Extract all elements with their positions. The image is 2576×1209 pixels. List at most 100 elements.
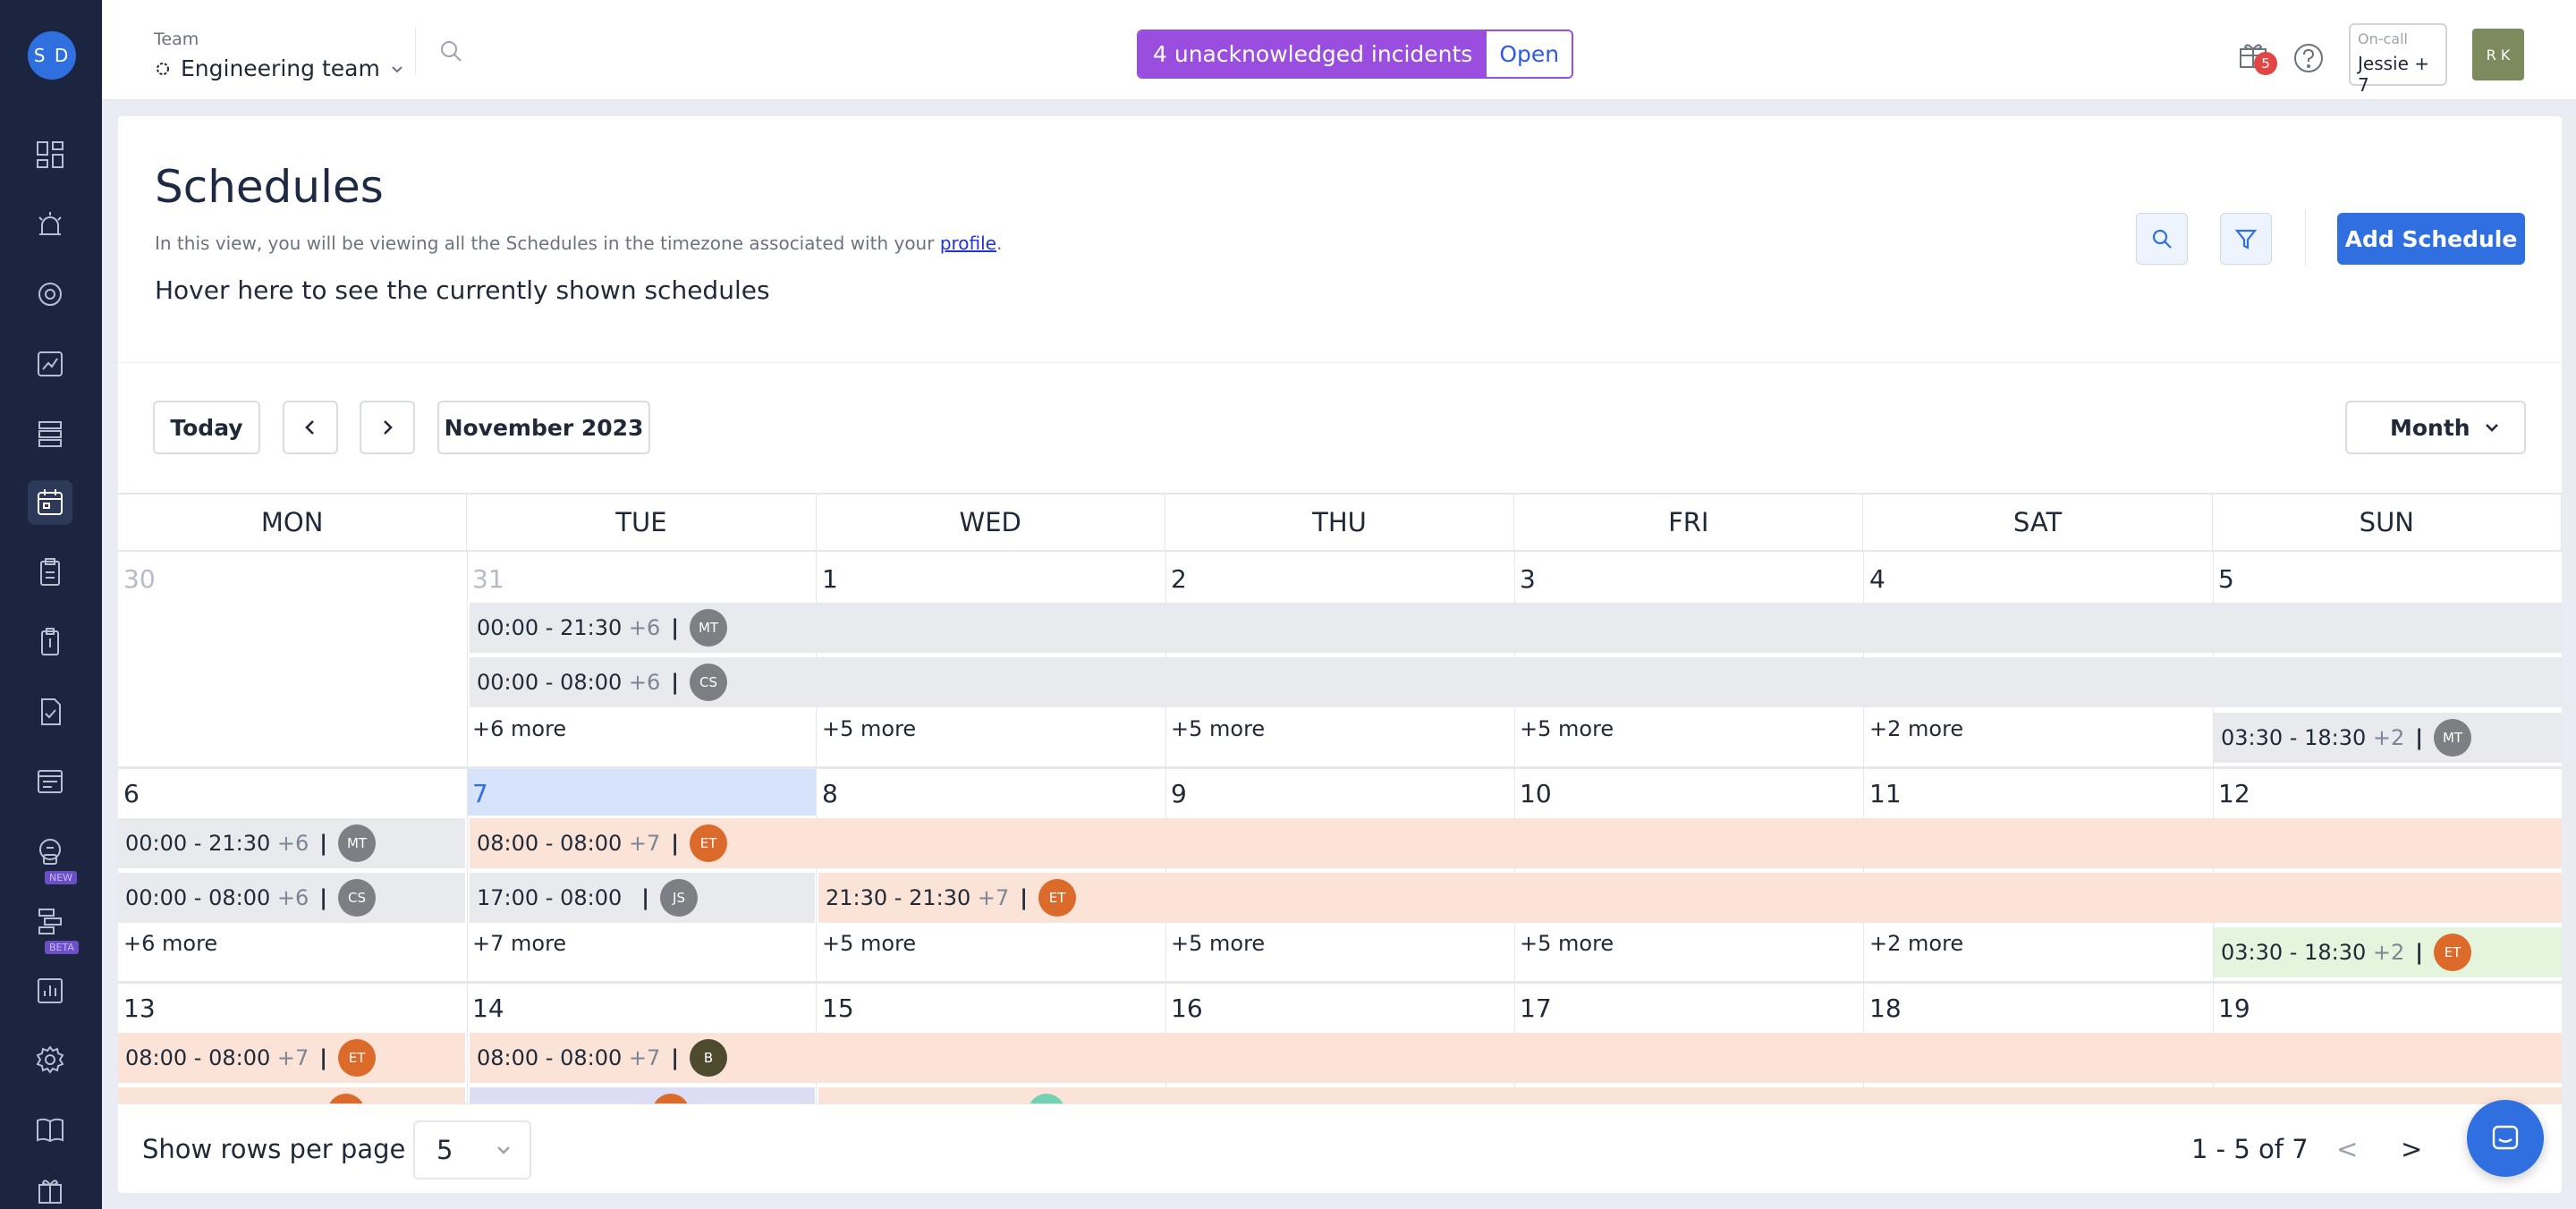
day-number[interactable]: 4 xyxy=(1869,564,1885,594)
day-number[interactable]: 2 xyxy=(1171,564,1187,594)
more-events-link[interactable]: +5 more xyxy=(822,716,917,741)
postmortem-icon[interactable] xyxy=(28,689,72,734)
schedule-event[interactable]: 08:00 - 08:00 +7 | ET xyxy=(470,818,2562,868)
day-number[interactable]: 14 xyxy=(472,993,504,1023)
day-number[interactable]: 17 xyxy=(1520,993,1552,1023)
weekday-header: MON TUE WED THU FRI SAT SUN xyxy=(118,493,2562,552)
ai-assistant-icon[interactable] xyxy=(28,829,72,874)
schedule-event[interactable]: 08:00 - 08:00 +7 | ET xyxy=(118,1033,465,1083)
search-button[interactable] xyxy=(2136,213,2188,265)
day-number[interactable]: 30 xyxy=(123,564,156,594)
incident-message[interactable]: 4 unacknowledged incidents xyxy=(1139,31,1487,77)
add-schedule-button[interactable]: Add Schedule xyxy=(2337,213,2525,265)
rows-per-page-select[interactable]: 5 xyxy=(413,1120,531,1179)
event-extra-count: +6 xyxy=(276,831,309,856)
announcements-button[interactable]: 5 xyxy=(2236,38,2277,77)
docs-book-icon[interactable] xyxy=(28,1107,72,1152)
dashboard-icon[interactable] xyxy=(28,132,72,177)
whats-new-gift-icon[interactable] xyxy=(28,1168,72,1209)
more-events-link[interactable]: +2 more xyxy=(1869,931,1964,956)
schedule-event[interactable]: 08:00 - 08:00 +7 | B xyxy=(470,1033,2562,1083)
separator: | xyxy=(319,831,328,856)
event-time: 08:00 - 08:00 +7 xyxy=(125,1045,309,1070)
target-icon[interactable] xyxy=(28,272,72,317)
event-time-range: 08:00 - 08:00 xyxy=(477,831,623,856)
event-extra-count: +7 xyxy=(276,1045,309,1070)
separator: | xyxy=(319,1045,328,1070)
schedule-event[interactable]: 00:00 - 08:00 +6 | CS xyxy=(118,873,465,923)
day-number[interactable]: 8 xyxy=(822,779,838,808)
day-number[interactable]: 19 xyxy=(2218,993,2250,1023)
sidebar: S D NEW BETA xyxy=(0,0,102,1209)
help-button[interactable] xyxy=(2292,41,2326,75)
team-selector[interactable]: Engineering team xyxy=(154,55,405,81)
user-avatar: MT xyxy=(2434,719,2472,757)
more-events-link[interactable]: +5 more xyxy=(1520,931,1614,956)
more-events-link[interactable]: +2 more xyxy=(1869,716,1964,741)
filter-button[interactable] xyxy=(2220,213,2272,265)
profile-link[interactable]: profile xyxy=(939,232,996,254)
workflows-icon[interactable] xyxy=(28,899,72,943)
alarm-icon[interactable] xyxy=(28,203,72,248)
analytics-icon[interactable] xyxy=(28,342,72,386)
chevron-down-icon xyxy=(392,65,402,72)
shown-schedules-hover[interactable]: Hover here to see the currently shown sc… xyxy=(155,275,770,305)
more-events-link[interactable]: +5 more xyxy=(1171,931,1266,956)
schedule-event[interactable]: 00:00 - 21:30 +6 | MT xyxy=(118,818,465,868)
notification-badge: 5 xyxy=(2254,52,2277,75)
rows-per-page-value: 5 xyxy=(436,1135,453,1165)
day-number[interactable]: 18 xyxy=(1869,993,1902,1023)
day-number[interactable]: 12 xyxy=(2218,779,2250,808)
services-icon[interactable] xyxy=(28,411,72,456)
day-number[interactable]: 3 xyxy=(1520,564,1536,594)
settings-gear-icon[interactable] xyxy=(28,1037,72,1082)
view-select-value: Month xyxy=(2390,414,2470,441)
day-number[interactable]: 13 xyxy=(123,993,156,1023)
runbook-icon[interactable] xyxy=(28,620,72,664)
day-number[interactable]: 5 xyxy=(2218,564,2234,594)
clipboard-icon[interactable] xyxy=(28,550,72,595)
user-avatar: ET xyxy=(690,824,728,862)
schedule-event[interactable]: 00:00 - 08:00 +6 | CS xyxy=(470,657,2562,707)
more-events-link[interactable]: +6 more xyxy=(472,716,567,741)
next-page-button[interactable]: > xyxy=(2401,1134,2423,1164)
previous-month-button[interactable] xyxy=(283,401,338,454)
schedule-event[interactable]: 03:30 - 18:30 +2 | ET xyxy=(2214,927,2562,977)
search-icon[interactable] xyxy=(437,38,464,64)
today-button[interactable]: Today xyxy=(153,401,260,454)
view-select[interactable]: Month xyxy=(2345,401,2526,454)
user-avatar: CS xyxy=(690,664,728,701)
day-number[interactable]: 15 xyxy=(822,993,854,1023)
next-month-button[interactable] xyxy=(360,401,415,454)
day-number[interactable]: 1 xyxy=(822,564,838,594)
day-number[interactable]: 16 xyxy=(1171,993,1203,1023)
oncall-widget[interactable]: On-call Jessie + 7 xyxy=(2349,23,2447,96)
more-events-link[interactable]: +5 more xyxy=(822,931,917,956)
schedule-event[interactable]: 21:30 - 21:30 +7 | ET xyxy=(818,873,2562,923)
support-chat-button[interactable] xyxy=(2467,1100,2544,1177)
schedule-event[interactable]: 00:00 - 21:30 +6 | MT xyxy=(470,603,2562,653)
more-events-link[interactable]: +5 more xyxy=(1171,716,1266,741)
status-page-icon[interactable] xyxy=(28,759,72,804)
user-avatar[interactable]: S D xyxy=(28,31,76,80)
event-time-range: 08:00 - 08:00 xyxy=(477,1045,623,1070)
today-day-number[interactable]: 7 xyxy=(472,779,488,808)
separator: | xyxy=(671,831,680,856)
day-number[interactable]: 9 xyxy=(1171,779,1187,808)
event-time-range: 00:00 - 21:30 xyxy=(477,615,623,640)
open-incidents-button[interactable]: Open xyxy=(1487,31,1572,77)
day-number[interactable]: 6 xyxy=(123,779,140,808)
schedule-event[interactable]: 03:30 - 18:30 +2 | MT xyxy=(2214,713,2562,763)
reports-icon[interactable] xyxy=(28,968,72,1013)
more-events-link[interactable]: +7 more xyxy=(472,931,567,956)
day-number[interactable]: 11 xyxy=(1869,779,1902,808)
day-number[interactable]: 10 xyxy=(1520,779,1552,808)
day-number[interactable]: 31 xyxy=(472,564,504,594)
more-events-link[interactable]: +6 more xyxy=(123,931,218,956)
schedules-calendar-icon[interactable] xyxy=(28,480,72,525)
profile-avatar[interactable]: R K xyxy=(2472,29,2524,80)
previous-page-button[interactable]: < xyxy=(2336,1134,2359,1164)
schedule-event[interactable]: 17:00 - 08:00 | JS xyxy=(470,873,815,923)
more-events-link[interactable]: +5 more xyxy=(1520,716,1614,741)
separator: | xyxy=(2415,725,2424,750)
